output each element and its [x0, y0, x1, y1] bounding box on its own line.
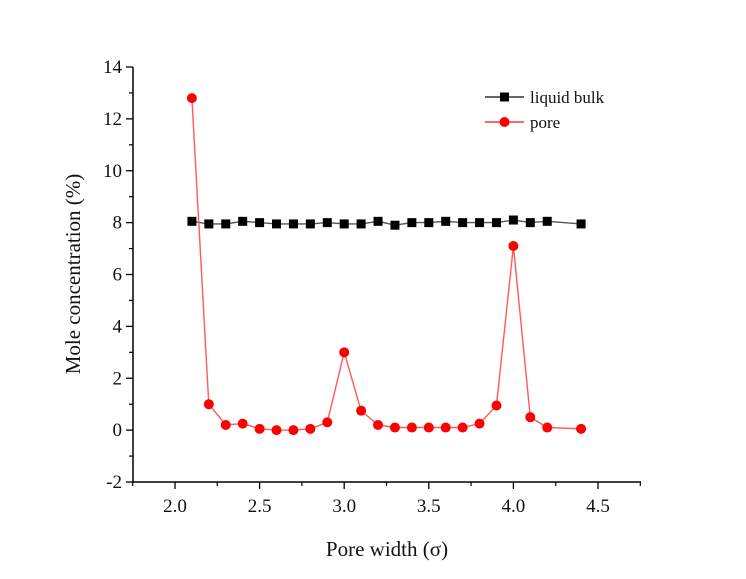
- data-point-liquid-bulk: [458, 218, 468, 228]
- y-tick-label: 0: [113, 420, 123, 441]
- data-point-pore: [491, 400, 502, 411]
- data-point-liquid-bulk: [322, 218, 332, 228]
- data-point-liquid-bulk: [356, 219, 366, 229]
- y-tick-label: 14: [103, 57, 123, 78]
- y-ticks: -2 0 2 4 6 8 10 12 14: [103, 57, 133, 493]
- data-point-liquid-bulk: [339, 219, 349, 229]
- data-point-liquid-bulk: [407, 218, 417, 228]
- data-point-pore: [305, 423, 316, 434]
- y-tick-label: -2: [106, 472, 122, 493]
- data-point-pore: [576, 423, 587, 434]
- data-point-pore: [288, 425, 299, 436]
- data-point-liquid-bulk: [508, 215, 518, 225]
- y-tick-label: 2: [113, 368, 123, 389]
- data-point-liquid-bulk: [255, 218, 265, 228]
- x-tick-label: 2.5: [248, 496, 272, 517]
- data-point-pore: [254, 423, 265, 434]
- x-ticks: 2.0 2.5 3.0 3.5 4.0 4.5: [132, 482, 641, 517]
- x-tick-label: 3.5: [417, 496, 441, 517]
- data-point-liquid-bulk: [475, 218, 485, 228]
- data-point-liquid-bulk: [221, 219, 231, 229]
- series-line-pore: [191, 98, 582, 431]
- axes: [132, 67, 641, 483]
- x-tick-label: 2.0: [163, 496, 187, 517]
- data-point-liquid-bulk: [441, 216, 451, 226]
- x-axis-title: Pore width (σ): [326, 537, 448, 561]
- series-line-liquid-bulk: [191, 219, 582, 226]
- x-tick-label: 4.5: [586, 496, 610, 517]
- y-axis-title: Mole concentration (%): [61, 174, 85, 375]
- legend-label: pore: [530, 113, 560, 132]
- data-point-liquid-bulk: [542, 216, 552, 226]
- data-point-pore: [339, 347, 350, 358]
- data-point-liquid-bulk: [204, 219, 214, 229]
- legend-label: liquid bulk: [530, 88, 605, 107]
- data-point-pore: [186, 93, 197, 104]
- y-tick-label: 6: [113, 265, 123, 286]
- data-point-pore: [203, 399, 214, 410]
- data-point-pore: [237, 418, 248, 429]
- data-point-pore: [220, 419, 231, 430]
- data-point-pore: [440, 422, 451, 433]
- data-point-pore: [322, 417, 333, 428]
- data-point-liquid-bulk: [272, 219, 282, 229]
- data-point-pore: [389, 422, 400, 433]
- data-point-liquid-bulk: [576, 219, 586, 229]
- data-point-pore: [271, 425, 282, 436]
- legend-marker-square: [500, 92, 509, 102]
- data-point-pore: [457, 422, 468, 433]
- data-point-pore: [542, 422, 553, 433]
- data-point-pore: [508, 240, 519, 251]
- x-tick-label: 4.0: [502, 496, 526, 517]
- data-point-pore: [525, 412, 536, 423]
- data-point-liquid-bulk: [491, 218, 501, 228]
- data-point-liquid-bulk: [525, 218, 535, 228]
- data-point-liquid-bulk: [288, 219, 298, 229]
- data-point-liquid-bulk: [373, 216, 383, 226]
- y-tick-label: 4: [113, 316, 123, 337]
- y-tick-label: 12: [103, 109, 122, 130]
- y-tick-label: 10: [103, 161, 122, 182]
- x-tick-label: 3.0: [332, 496, 356, 517]
- data-point-pore: [373, 419, 384, 430]
- data-point-pore: [423, 422, 434, 433]
- data-point-liquid-bulk: [424, 218, 434, 228]
- data-point-liquid-bulk: [305, 219, 315, 229]
- series-markers: [186, 93, 587, 436]
- data-point-pore: [474, 418, 485, 429]
- legend: liquid bulk pore: [485, 88, 605, 132]
- y-tick-label: 8: [113, 213, 123, 234]
- data-point-pore: [406, 422, 417, 433]
- data-point-liquid-bulk: [187, 216, 197, 226]
- data-point-liquid-bulk: [238, 216, 248, 226]
- series-lines: [191, 98, 582, 431]
- data-point-pore: [356, 405, 367, 416]
- legend-marker-circle: [499, 117, 510, 127]
- data-point-liquid-bulk: [390, 220, 400, 230]
